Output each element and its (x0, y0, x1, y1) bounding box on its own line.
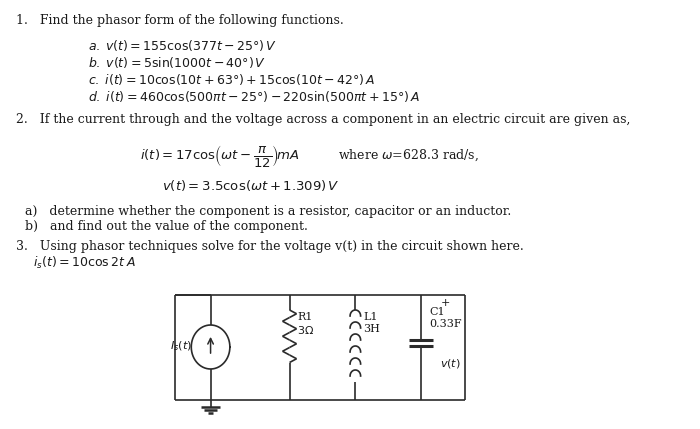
Text: a)   determine whether the component is a resistor, capacitor or an inductor.: a) determine whether the component is a … (25, 205, 511, 218)
Text: where $\omega$=628.3 rad/s,: where $\omega$=628.3 rad/s, (338, 148, 479, 163)
Text: $i_s(t)=10\cos 2t\;A$: $i_s(t)=10\cos 2t\;A$ (34, 255, 137, 271)
Text: $3\Omega$: $3\Omega$ (298, 324, 314, 336)
Text: 2.   If the current through and the voltage across a component in an electric ci: 2. If the current through and the voltag… (16, 113, 630, 126)
Text: $c.\;i(t)=10\cos(10t+63°)+15\cos(10t-42°)\,A$: $c.\;i(t)=10\cos(10t+63°)+15\cos(10t-42°… (88, 72, 375, 87)
Text: C1: C1 (429, 307, 444, 317)
Text: L1: L1 (363, 312, 378, 322)
Text: 3H: 3H (363, 324, 380, 334)
Text: 1.   Find the phasor form of the following functions.: 1. Find the phasor form of the following… (16, 14, 344, 27)
Text: $d.\;i(t)=460\cos(500\pi t-25°)-220\sin(500\pi t+15°)\,A$: $d.\;i(t)=460\cos(500\pi t-25°)-220\sin(… (88, 89, 420, 104)
Text: +: + (440, 298, 450, 308)
Text: $a.\;v(t)=155\cos(377t-25°)\,V$: $a.\;v(t)=155\cos(377t-25°)\,V$ (88, 38, 276, 53)
Text: b)   and find out the value of the component.: b) and find out the value of the compone… (25, 220, 307, 233)
Text: 0.33F: 0.33F (429, 319, 462, 329)
Text: $v(t)$: $v(t)$ (440, 357, 461, 371)
Text: $v(t)=3.5\cos(\omega t+1.309)\,V$: $v(t)=3.5\cos(\omega t+1.309)\,V$ (162, 178, 340, 193)
Text: $I_s(t)$: $I_s(t)$ (170, 339, 192, 353)
Text: R1: R1 (298, 312, 313, 322)
Text: 3.   Using phasor techniques solve for the voltage v(t) in the circuit shown her: 3. Using phasor techniques solve for the… (16, 240, 524, 253)
Text: $i(t)=17\cos\!\left(\omega t-\dfrac{\pi}{12}\right)\!mA$: $i(t)=17\cos\!\left(\omega t-\dfrac{\pi}… (141, 143, 300, 169)
Text: $b.\;v(t)=5\sin(1000t-40°)\,V$: $b.\;v(t)=5\sin(1000t-40°)\,V$ (88, 55, 266, 70)
